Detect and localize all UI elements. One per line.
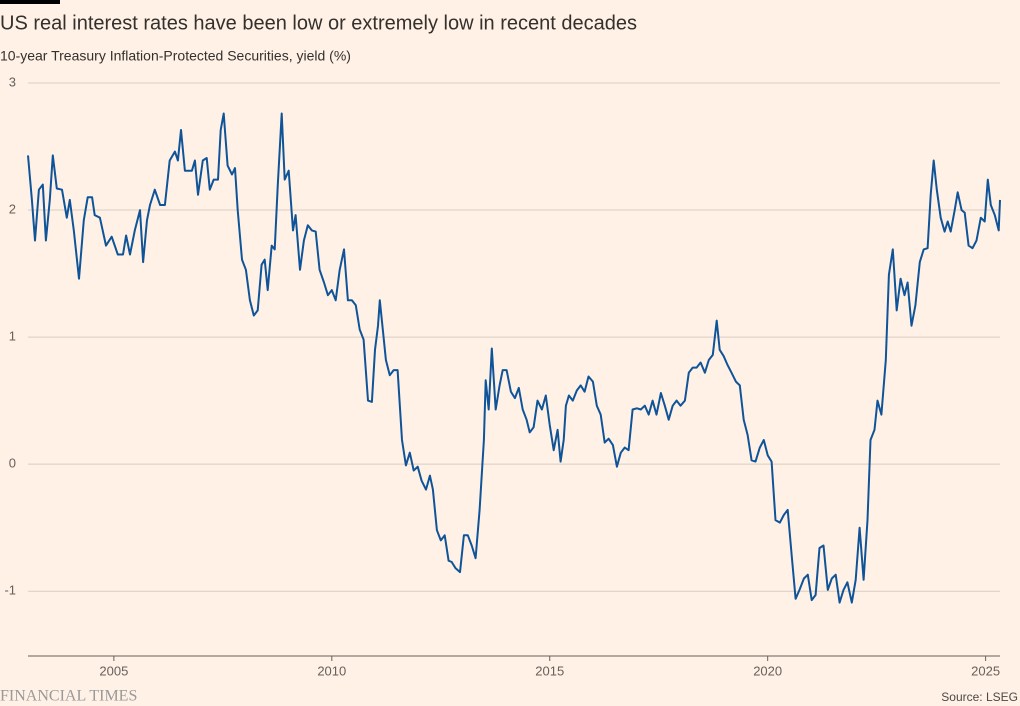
data-line: [27, 112, 1001, 604]
x-tick-label: 2015: [535, 663, 564, 678]
y-tick-label: 2: [9, 201, 16, 216]
x-tick-label: 2025: [971, 663, 1000, 678]
x-tick-label: 2010: [317, 663, 346, 678]
x-tick-label: 2005: [99, 663, 128, 678]
y-tick-label: 3: [9, 74, 16, 89]
y-tick-label: -1: [4, 583, 16, 598]
x-tick-label: 2020: [753, 663, 782, 678]
chart-subtitle: 10-year Treasury Inflation-Protected Sec…: [0, 48, 351, 64]
chart-title: US real interest rates have been low or …: [0, 12, 637, 34]
brand: FINANCIAL TIMES: [0, 688, 137, 705]
y-tick-label: 0: [9, 456, 16, 471]
brand-bar: [0, 0, 60, 4]
source: Source: LSEG: [941, 690, 1018, 704]
y-tick-label: 1: [9, 329, 16, 344]
